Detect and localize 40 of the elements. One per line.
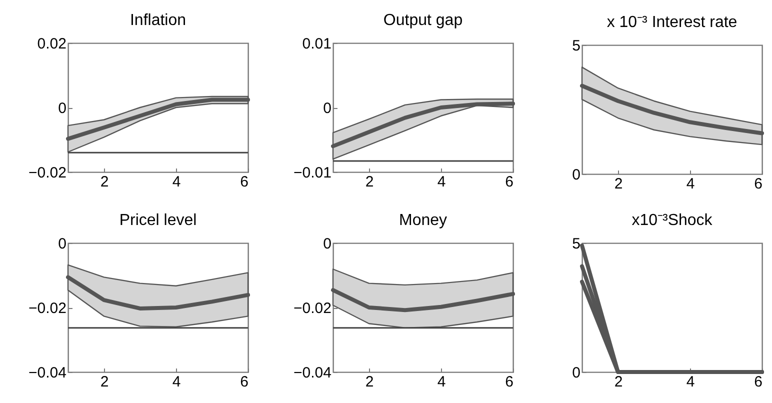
x-tick-label: 2 xyxy=(614,176,623,192)
x-tick-label: 4 xyxy=(686,374,695,390)
chart-title: x10⁻³Shock xyxy=(632,212,714,229)
y-tick-label: −0.04 xyxy=(294,364,332,382)
y-tick-label: 5 xyxy=(572,38,580,54)
y-tick-label: 0 xyxy=(323,236,332,252)
y-tick-label: −0.02 xyxy=(28,300,66,317)
x-tick-label: 4 xyxy=(172,374,181,390)
x-tick-label: 6 xyxy=(240,174,248,190)
y-tick-label: 0.02 xyxy=(37,36,66,52)
x-tick-label: 4 xyxy=(437,374,446,390)
y-tick-label: −0.01 xyxy=(294,164,332,182)
x-tick-label: 6 xyxy=(505,174,514,190)
chart-title: Inflation xyxy=(130,12,186,29)
y-tick-label: 0.01 xyxy=(302,36,332,52)
y-tick-label: 0 xyxy=(58,236,66,252)
chart-title: x 10⁻³ Interest rate xyxy=(606,14,738,31)
x-tick-label: 6 xyxy=(240,374,248,390)
x-tick-label: 6 xyxy=(505,374,514,390)
x-tick-label: 6 xyxy=(754,176,762,192)
y-tick-label: 0 xyxy=(572,166,580,184)
chart-title: Pricel level xyxy=(119,212,197,229)
y-tick-label: −0.04 xyxy=(28,364,66,382)
x-tick-label: 4 xyxy=(437,174,446,190)
y-tick-label: 0 xyxy=(58,100,66,117)
y-tick-label: −0.02 xyxy=(294,300,332,317)
y-tick-label: 5 xyxy=(572,236,580,252)
x-tick-label: 4 xyxy=(172,174,181,190)
x-tick-label: 2 xyxy=(100,374,109,390)
y-tick-label: 0 xyxy=(323,100,332,117)
x-tick-label: 4 xyxy=(686,176,695,192)
y-tick-label: −0.02 xyxy=(28,164,66,182)
x-tick-label: 2 xyxy=(614,374,623,390)
x-tick-label: 6 xyxy=(754,374,762,390)
chart-title: Output gap xyxy=(383,12,463,29)
x-tick-label: 2 xyxy=(365,174,374,190)
x-tick-label: 2 xyxy=(100,174,109,190)
x-tick-label: 2 xyxy=(365,374,374,390)
chart-title: Money xyxy=(398,212,448,229)
y-tick-label: 0 xyxy=(572,364,580,382)
